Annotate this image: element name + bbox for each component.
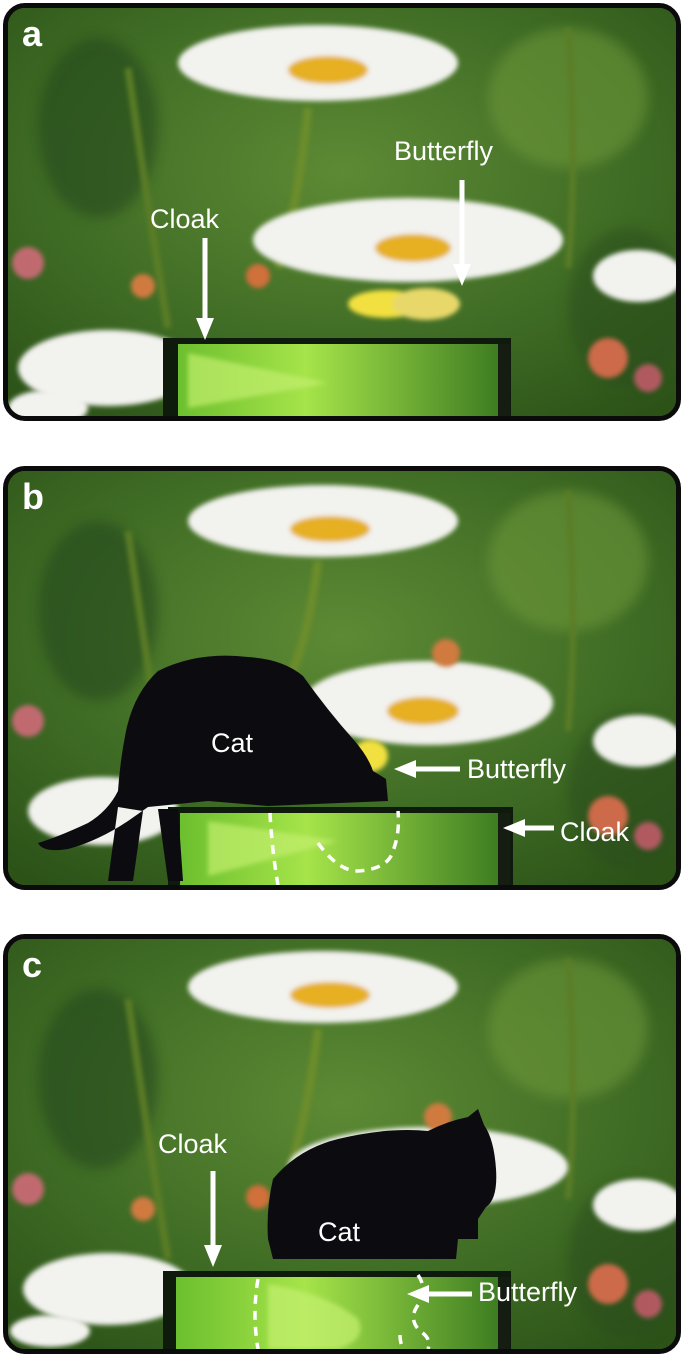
cloak [168,807,513,885]
daisy-top [188,485,458,557]
cloak [163,338,511,416]
panel-a: a Cloak Butterfly [3,3,681,421]
panel-letter: a [22,13,43,54]
cloak [163,1271,511,1349]
panel-b: b Cat Butterfly Cloak [3,466,681,890]
cloak-arrow [196,238,214,340]
cloak-label: Cloak [560,817,630,847]
panel-b-scene [8,471,676,885]
daisy-top [188,951,458,1023]
butterfly-outline [253,1273,431,1349]
panel-letter: b [22,476,44,517]
butterfly-arrow [453,180,471,286]
butterfly-label: Butterfly [394,136,494,166]
butterfly [348,288,460,320]
butterfly-arrow [394,760,460,778]
cat-label: Cat [211,728,254,758]
cat-label: Cat [318,1217,361,1247]
panel-letter: c [22,944,43,985]
panel-c-scene [8,939,676,1349]
panel-a-scene [8,8,676,416]
cloak-arrow [503,819,554,837]
cat-silhouette [38,655,388,881]
butterfly-outline [268,810,401,885]
butterfly-label: Butterfly [467,754,567,784]
panel-c: c Cloak Cat Butterfly [3,934,681,1354]
cloak-arrow [204,1171,222,1267]
cloak-label: Cloak [150,204,220,234]
daisy-middle [253,198,563,282]
daisy-top [178,25,458,101]
cat-silhouette [267,1109,497,1259]
daisy-middle [303,661,553,745]
cloak-label: Cloak [158,1129,228,1159]
butterfly-arrow [407,1285,472,1303]
butterfly-label: Butterfly [478,1277,578,1307]
